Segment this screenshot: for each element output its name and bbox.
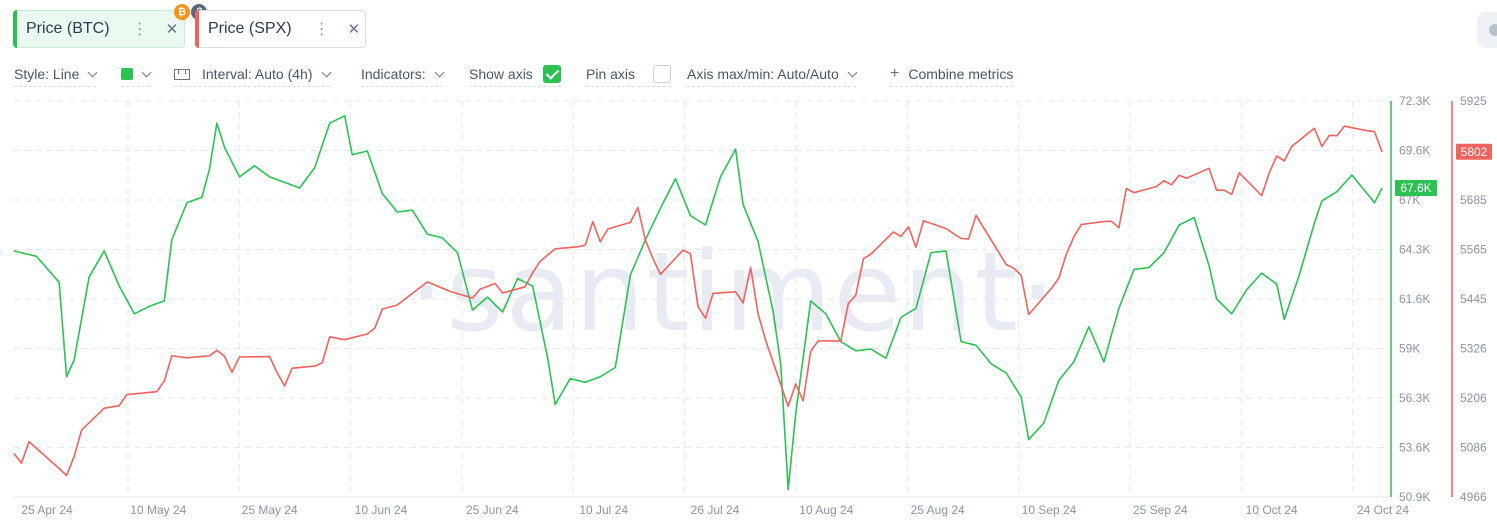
- more-options-icon[interactable]: ⋮: [313, 21, 330, 38]
- show-axis-label: Show axis: [469, 66, 533, 82]
- plus-icon: +: [890, 65, 900, 82]
- x-tick-label: 25 Apr 24: [21, 503, 73, 517]
- spx-y-tick-label: 5445: [1460, 292, 1487, 306]
- settings-toggle-button[interactable]: [1477, 12, 1497, 48]
- x-tick-label: 25 May 24: [242, 503, 298, 517]
- color-picker[interactable]: [121, 62, 152, 87]
- spx-last-value-badge: [1456, 143, 1492, 160]
- ruler-icon: [174, 68, 190, 80]
- style-label: Style: Line: [14, 66, 80, 82]
- x-tick-label: 24 Oct 24: [1357, 503, 1409, 517]
- more-options-icon[interactable]: ⋮: [131, 21, 148, 38]
- btc-y-tick-label: 69.6K: [1399, 144, 1430, 158]
- close-icon[interactable]: ✕: [347, 21, 361, 38]
- x-tick-label: 10 Sep 24: [1022, 503, 1077, 517]
- pin-axis-label: Pin axis: [586, 66, 636, 82]
- btc-y-tick-label: 50.9K: [1399, 490, 1430, 504]
- bitcoin-icon: ₿: [174, 4, 190, 20]
- spx-price-line: [13, 125, 1383, 477]
- btc-price-line: [13, 115, 1383, 491]
- interval-dropdown[interactable]: Interval: Auto (4h): [174, 62, 331, 87]
- x-tick-label: 25 Sep 24: [1133, 503, 1188, 517]
- color-swatch: [121, 68, 133, 80]
- btc-y-tick-label: 61.6K: [1399, 292, 1430, 306]
- spx-y-tick-label: 4966: [1460, 490, 1487, 504]
- interval-label: Interval: Auto (4h): [202, 66, 313, 82]
- x-tick-label: 10 Oct 24: [1246, 503, 1298, 517]
- close-icon[interactable]: ✕: [165, 21, 179, 38]
- x-tick-label: 10 May 24: [130, 503, 186, 517]
- show-axis-checkbox[interactable]: [542, 65, 561, 83]
- combine-metrics-label: Combine metrics: [908, 66, 1014, 82]
- x-tick-label: 10 Jul 24: [579, 503, 628, 517]
- indicators-dropdown[interactable]: Indicators:: [361, 62, 445, 87]
- spx-y-tick-label: 5685: [1460, 193, 1487, 207]
- style-dropdown[interactable]: Style: Line: [14, 62, 98, 87]
- btc-y-tick-label: 53.6K: [1399, 441, 1430, 455]
- grid: [14, 100, 1390, 498]
- btc-y-tick-label: 67K: [1399, 193, 1420, 207]
- x-tick-label: 25 Jun 24: [466, 503, 519, 517]
- indicators-label: Indicators:: [361, 66, 426, 82]
- btc-y-tick-label: 64.3K: [1399, 243, 1430, 257]
- btc-last-value-label: 67.6K: [1400, 181, 1431, 195]
- combine-metrics-button[interactable]: + Combine metrics: [890, 62, 1014, 87]
- axis-range-label: Axis max/min: Auto/Auto: [687, 66, 839, 82]
- series-layer: [13, 115, 1383, 491]
- metric-label: Price (SPX): [208, 20, 292, 37]
- btc-y-tick-label: 56.3K: [1399, 391, 1430, 405]
- metric-color-bar: [195, 10, 199, 48]
- spx-last-value-label: 5802: [1461, 145, 1488, 159]
- spx-y-tick-label: 5326: [1460, 342, 1487, 356]
- toggle-knob-icon: [1489, 24, 1497, 36]
- spx-y-tick-label: 5206: [1460, 391, 1487, 405]
- spx-y-tick-label: 5565: [1460, 243, 1487, 257]
- metric-color-bar: [13, 10, 17, 48]
- spx-y-tick-label: 5925: [1460, 94, 1487, 108]
- x-tick-label: 10 Aug 24: [799, 503, 853, 517]
- metric-label: Price (BTC): [26, 20, 110, 37]
- btc-y-tick-label: 72.3K: [1399, 94, 1430, 108]
- metric-chip-btc[interactable]: Price (BTC) ⋮ ✕: [13, 10, 185, 48]
- metric-chip-spx[interactable]: Price (SPX) ⋮ ✕: [195, 10, 366, 48]
- axis-range-dropdown[interactable]: Axis max/min: Auto/Auto: [687, 62, 858, 87]
- pin-axis-toggle[interactable]: Pin axis: [586, 62, 672, 87]
- x-tick-label: 10 Jun 24: [355, 503, 408, 517]
- btc-last-value-badge: [1395, 179, 1437, 196]
- axes: 25 Apr 24 10 May 24 25 May 24 10 Jun 24 25 J…: [21, 94, 1492, 517]
- show-axis-toggle[interactable]: Show axis: [469, 62, 561, 87]
- x-tick-label: 26 Jul 24: [691, 503, 740, 517]
- btc-y-tick-label: 59K: [1399, 342, 1420, 356]
- spx-y-tick-label: 5086: [1460, 441, 1487, 455]
- pin-axis-checkbox[interactable]: [653, 65, 672, 83]
- x-tick-label: 25 Aug 24: [911, 503, 965, 517]
